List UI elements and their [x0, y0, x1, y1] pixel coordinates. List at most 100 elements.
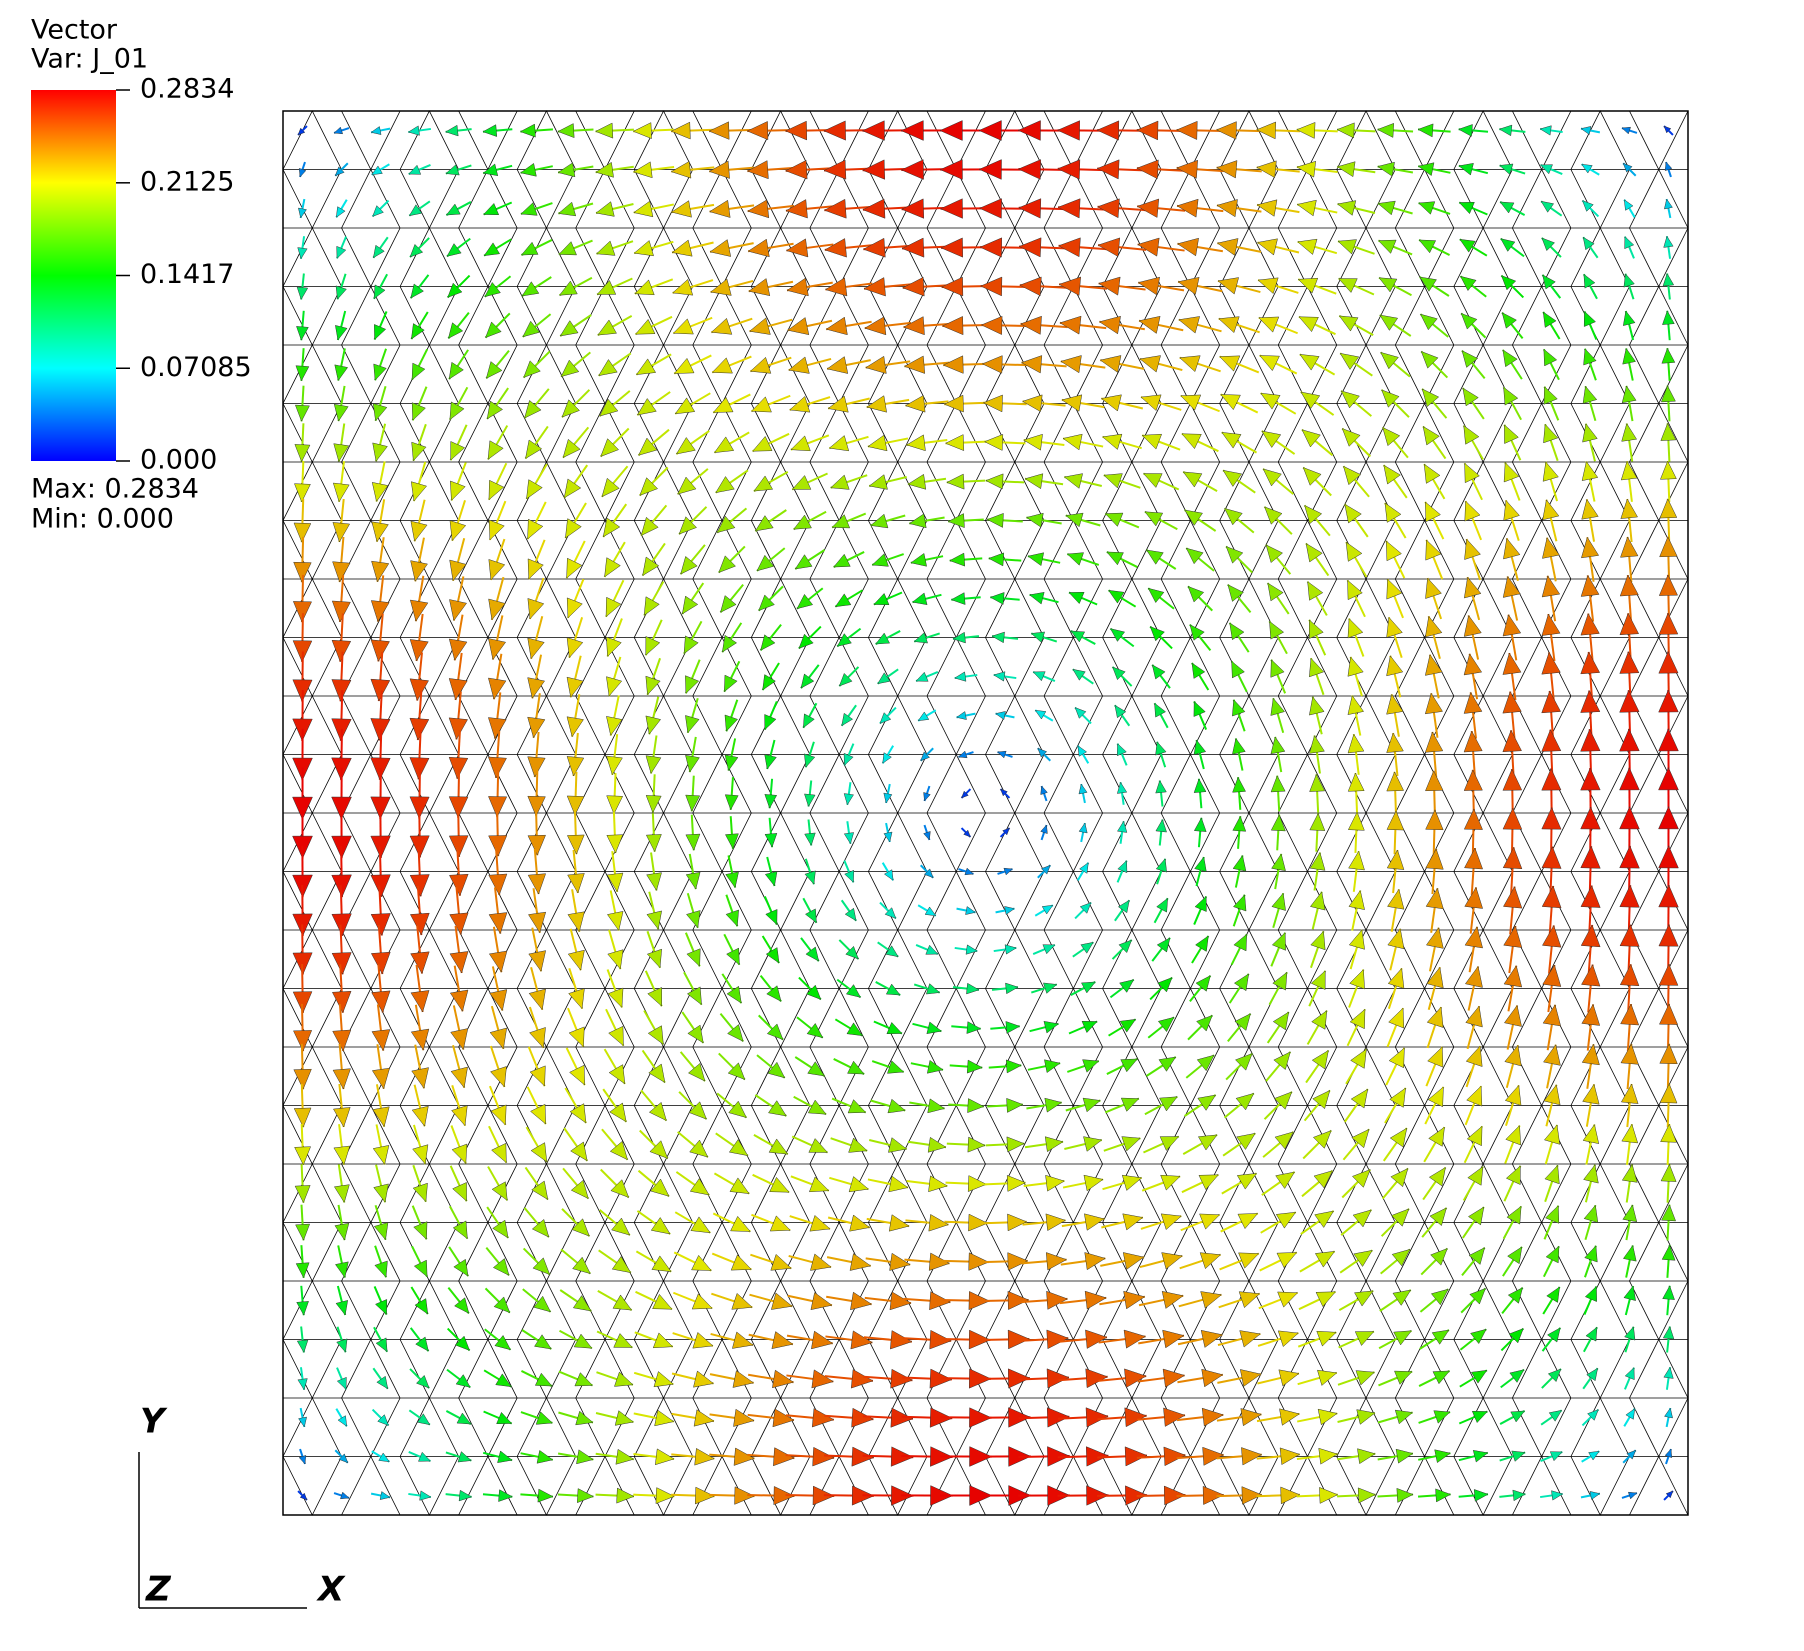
vector-head	[488, 638, 507, 661]
vector-head	[747, 238, 770, 258]
vector-head	[677, 476, 697, 495]
vector-head	[848, 1137, 868, 1153]
vector-head	[1302, 467, 1322, 486]
vector-head	[1541, 767, 1562, 791]
vector-head	[1277, 1330, 1299, 1348]
vector-head	[646, 910, 662, 930]
vector-head	[844, 907, 857, 922]
vector-head	[536, 1449, 554, 1464]
vector-head	[571, 1218, 590, 1237]
vector-head	[809, 1214, 831, 1232]
vector-head	[576, 1488, 595, 1504]
vector-head	[1057, 198, 1081, 219]
vector-head	[850, 1291, 873, 1311]
vector-head	[295, 1262, 310, 1279]
vector-head	[1270, 775, 1286, 793]
vector-head	[1349, 1008, 1366, 1030]
vector-head	[298, 1416, 307, 1428]
vector-head	[952, 631, 966, 644]
vector-head	[332, 522, 351, 543]
vector-head	[1305, 542, 1323, 563]
vector-head	[965, 944, 978, 955]
vector-head	[721, 634, 738, 653]
vector-head	[410, 560, 428, 582]
vector-head	[1659, 1003, 1679, 1025]
vector-head	[1583, 348, 1597, 366]
vector-head	[1084, 1290, 1107, 1310]
vector-head	[672, 318, 694, 335]
vector-head	[411, 402, 426, 421]
colorbar-tick-label: 0.2125	[140, 166, 234, 197]
vector-head	[1581, 1043, 1600, 1066]
vector-head	[1270, 697, 1285, 716]
vector-head	[1271, 853, 1286, 872]
vector-head	[1662, 1285, 1675, 1300]
vector-head	[378, 1452, 390, 1463]
vector-head	[299, 1492, 308, 1501]
vector-head	[1429, 1207, 1447, 1227]
vector-head	[685, 833, 701, 851]
vector-head	[1391, 1248, 1411, 1267]
vector-head	[1507, 1246, 1523, 1265]
vector-head	[293, 1107, 312, 1128]
legend-max: Max: 0.2834	[31, 474, 199, 505]
vector-head	[1625, 1408, 1636, 1420]
vector-head	[610, 1179, 630, 1198]
vector-head	[1236, 1173, 1258, 1190]
vector-head	[1354, 1331, 1375, 1346]
vector-head	[1201, 1368, 1224, 1388]
vector-head	[645, 834, 662, 853]
vector-head	[448, 322, 464, 339]
vector-head	[609, 1102, 627, 1123]
vector-head	[1583, 310, 1596, 327]
vector-head	[1220, 394, 1241, 411]
vector-head	[602, 517, 621, 538]
vector-head	[1301, 429, 1321, 448]
vector-head	[1354, 1290, 1374, 1307]
vector-head	[1543, 1044, 1561, 1066]
vector-head	[1007, 1213, 1028, 1232]
vector-head	[613, 1333, 633, 1348]
vector-head	[1112, 666, 1126, 681]
vector-head	[527, 518, 544, 540]
vector-head	[1348, 850, 1365, 871]
vector-head	[1627, 1491, 1638, 1500]
vector-head	[1586, 1367, 1598, 1382]
vector-head	[1231, 660, 1245, 679]
vector-head	[923, 868, 934, 879]
vector-head	[692, 1331, 714, 1349]
vector-head	[451, 1105, 468, 1127]
vector-head	[1007, 1252, 1029, 1271]
vector-head	[1377, 239, 1397, 254]
vector-head	[1580, 574, 1600, 597]
vector-head	[939, 159, 963, 180]
vector-head	[336, 1338, 348, 1353]
vector-head	[957, 750, 968, 759]
vector-head	[823, 120, 846, 141]
vector-head	[710, 317, 733, 335]
vector-head	[1341, 428, 1361, 447]
vector-head	[900, 159, 924, 180]
vector-head	[608, 1025, 624, 1047]
vector-head	[1379, 314, 1399, 331]
vector-head	[827, 395, 849, 413]
vector-head	[1540, 200, 1555, 213]
vector-head	[1503, 925, 1523, 948]
vector-head	[889, 1291, 912, 1311]
vector-head	[331, 913, 352, 937]
vector-head	[1296, 122, 1316, 139]
vector-head	[1343, 465, 1362, 486]
vector-head	[1463, 691, 1483, 714]
vector-head	[1394, 1409, 1414, 1425]
vector-head	[520, 241, 539, 256]
vector-head	[1117, 860, 1128, 874]
vector-head	[733, 1408, 755, 1427]
vector-head	[648, 1063, 666, 1084]
vector-head	[1217, 277, 1240, 295]
vector-head	[373, 1222, 389, 1241]
vector-head	[847, 1060, 865, 1075]
vector-head	[1040, 824, 1048, 834]
vector-head	[724, 674, 738, 693]
vector-head	[1464, 965, 1483, 988]
vector-head	[765, 909, 778, 926]
